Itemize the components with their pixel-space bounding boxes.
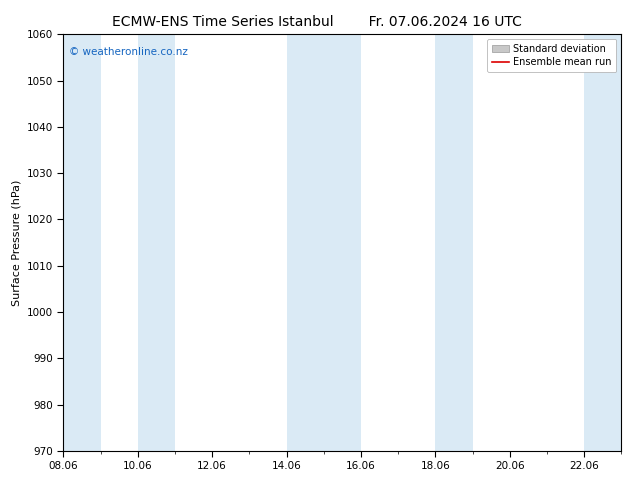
Legend: Standard deviation, Ensemble mean run: Standard deviation, Ensemble mean run <box>487 39 616 72</box>
Text: ECMW-ENS Time Series Istanbul        Fr. 07.06.2024 16 UTC: ECMW-ENS Time Series Istanbul Fr. 07.06.… <box>112 15 522 29</box>
Y-axis label: Surface Pressure (hPa): Surface Pressure (hPa) <box>11 179 21 306</box>
Bar <box>63 34 101 451</box>
Bar <box>287 34 361 451</box>
Bar <box>584 34 621 451</box>
Text: © weatheronline.co.nz: © weatheronline.co.nz <box>69 47 188 57</box>
Bar <box>436 34 472 451</box>
Bar <box>138 34 175 451</box>
